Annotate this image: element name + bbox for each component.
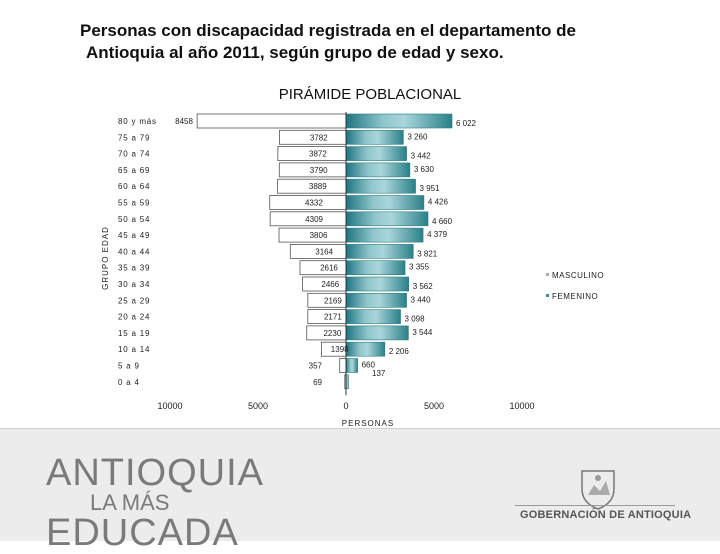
bar-femenino-65-a-69: [345, 162, 411, 178]
bar-femenino-40-a-44: [345, 244, 414, 259]
population-pyramid-chart: 80 y más 8458 6 022 75 a 79 3782 3 260 70 a 74…: [101, 112, 604, 428]
brand-line2: LA MÁS: [90, 490, 170, 515]
category-label-80-y-ms: 80 y más: [118, 117, 157, 126]
labels-group: 80 y más 8458 6 022 75 a 79 3782 3 260 70 a 74…: [118, 117, 477, 387]
data-label-masculino-60-a-64: 3889: [309, 182, 327, 191]
data-label-femenino-65-a-69: 3 630: [414, 165, 435, 174]
category-label-75-a-79: 75 a 79: [118, 133, 150, 142]
brand-line3: EDUCADA: [46, 512, 239, 554]
data-label-femenino-10-a-14: 2 206: [389, 347, 410, 356]
data-label-femenino-0-a-4: 137: [372, 369, 386, 378]
data-label-masculino-50-a-54: 4309: [305, 215, 323, 224]
data-label-femenino-5-a-9: 660: [362, 361, 376, 370]
x-tick-label: 0: [343, 401, 348, 411]
government-label: GOBERNACIÓN DE ANTIOQUIA: [520, 509, 692, 521]
coat-of-arms-icon: [581, 470, 615, 510]
bar-femenino-75-a-79: [345, 130, 404, 145]
data-label-femenino-80-y-ms: 6 022: [456, 119, 477, 128]
data-label-masculino-0-a-4: 69: [313, 378, 322, 387]
slide-title: Personas con discapacidad registrada en …: [80, 20, 640, 64]
category-label-55-a-59: 55 a 59: [118, 199, 150, 208]
category-label-25-a-29: 25 a 29: [118, 296, 150, 305]
category-label-60-a-64: 60 a 64: [118, 182, 150, 191]
data-label-femenino-20-a-24: 3 098: [405, 315, 426, 324]
x-tick-label: 5000: [248, 401, 268, 411]
bar-masculino-80-y-ms: [196, 113, 347, 129]
bar-femenino-25-a-29: [345, 292, 407, 308]
data-label-femenino-40-a-44: 3 821: [417, 249, 438, 258]
data-label-masculino-35-a-39: 2616: [320, 264, 338, 273]
bar-femenino-70-a-74: [345, 146, 407, 161]
data-label-femenino-30-a-34: 3 562: [413, 282, 434, 291]
legend-label-femenino: FEMENINO: [552, 292, 598, 301]
data-label-masculino-45-a-49: 3806: [310, 231, 328, 240]
bar-femenino-55-a-59: [345, 195, 425, 210]
bar-femenino-45-a-49: [345, 227, 424, 243]
legend-label-masculino: MASCULINO: [552, 271, 604, 280]
data-label-masculino-70-a-74: 3872: [309, 150, 327, 159]
legend-swatch-femenino: [546, 294, 549, 297]
axis-group: 10000 5000 0 5000 10000: [157, 112, 535, 411]
footer-banner: ANTIOQUIA LA MÁS EDUCADA GOBERNACIÓN DE …: [0, 428, 720, 552]
data-label-femenino-75-a-79: 3 260: [407, 132, 428, 141]
data-label-masculino-10-a-14: 1398: [331, 345, 349, 354]
bar-femenino-5-a-9: [345, 358, 358, 373]
category-label-35-a-39: 35 a 39: [118, 264, 150, 273]
bar-femenino-10-a-14: [345, 341, 386, 357]
data-label-femenino-50-a-54: 4 660: [432, 217, 453, 226]
data-label-masculino-30-a-34: 2466: [321, 280, 339, 289]
brand-line1: ANTIOQUIA: [46, 452, 265, 494]
footer-divider: [515, 505, 675, 506]
category-label-70-a-74: 70 a 74: [118, 150, 150, 159]
legend: MASCULINO FEMENINO: [546, 271, 604, 301]
category-label-40-a-44: 40 a 44: [118, 247, 150, 256]
data-label-masculino-15-a-19: 2230: [323, 329, 341, 338]
category-label-15-a-19: 15 a 19: [118, 329, 150, 338]
bar-femenino-15-a-19: [345, 325, 409, 341]
data-label-masculino-80-y-ms: 8458: [175, 117, 193, 126]
bar-femenino-50-a-54: [345, 211, 429, 227]
data-label-femenino-15-a-19: 3 544: [412, 328, 433, 337]
x-tick-label: 10000: [157, 401, 182, 411]
category-label-5-a-9: 5 a 9: [118, 362, 140, 371]
category-label-20-a-24: 20 a 24: [118, 313, 150, 322]
slide-title-line2: Antioquia al año 2011, según grupo de ed…: [86, 43, 504, 62]
data-label-femenino-45-a-49: 4 379: [427, 230, 448, 239]
bar-femenino-60-a-64: [345, 178, 416, 194]
category-label-0-a-4: 0 a 4: [118, 378, 140, 387]
category-label-65-a-69: 65 a 69: [118, 166, 150, 175]
data-label-femenino-55-a-59: 4 426: [428, 198, 449, 207]
data-label-masculino-40-a-44: 3164: [315, 247, 333, 256]
slide-title-line1: Personas con discapacidad registrada en …: [80, 21, 577, 40]
y-axis-title: GRUPO EDAD: [101, 226, 110, 290]
category-label-30-a-34: 30 a 34: [118, 280, 150, 289]
data-label-femenino-60-a-64: 3 951: [420, 184, 441, 193]
campaign-logo: ANTIOQUIA LA MÁS EDUCADA: [46, 452, 265, 554]
data-label-masculino-65-a-69: 3790: [310, 166, 328, 175]
data-label-femenino-25-a-29: 3 440: [411, 295, 432, 304]
category-label-10-a-14: 10 a 14: [118, 345, 150, 354]
bar-femenino-35-a-39: [345, 260, 406, 276]
x-tick-label: 5000: [424, 401, 444, 411]
legend-swatch-masculino: [546, 273, 549, 276]
data-label-masculino-75-a-79: 3782: [310, 133, 328, 142]
bar-femenino-20-a-24: [345, 309, 401, 324]
data-label-masculino-55-a-59: 4332: [305, 199, 323, 208]
data-label-femenino-70-a-74: 3 442: [411, 152, 432, 161]
x-tick-label: 10000: [509, 401, 534, 411]
data-label-masculino-20-a-24: 2171: [324, 313, 342, 322]
x-axis-title: PERSONAS: [342, 419, 394, 428]
category-label-50-a-54: 50 a 54: [118, 215, 150, 224]
data-label-masculino-5-a-9: 357: [309, 362, 323, 371]
bar-femenino-80-y-ms: [345, 113, 453, 129]
data-label-masculino-25-a-29: 2169: [324, 296, 342, 305]
chart-title: PIRÁMIDE POBLACIONAL: [278, 86, 462, 103]
category-label-45-a-49: 45 a 49: [118, 231, 150, 240]
data-label-femenino-35-a-39: 3 355: [409, 263, 430, 272]
bar-masculino-5-a-9: [339, 358, 347, 373]
bars-group: [196, 113, 453, 390]
bar-femenino-30-a-34: [345, 276, 409, 292]
